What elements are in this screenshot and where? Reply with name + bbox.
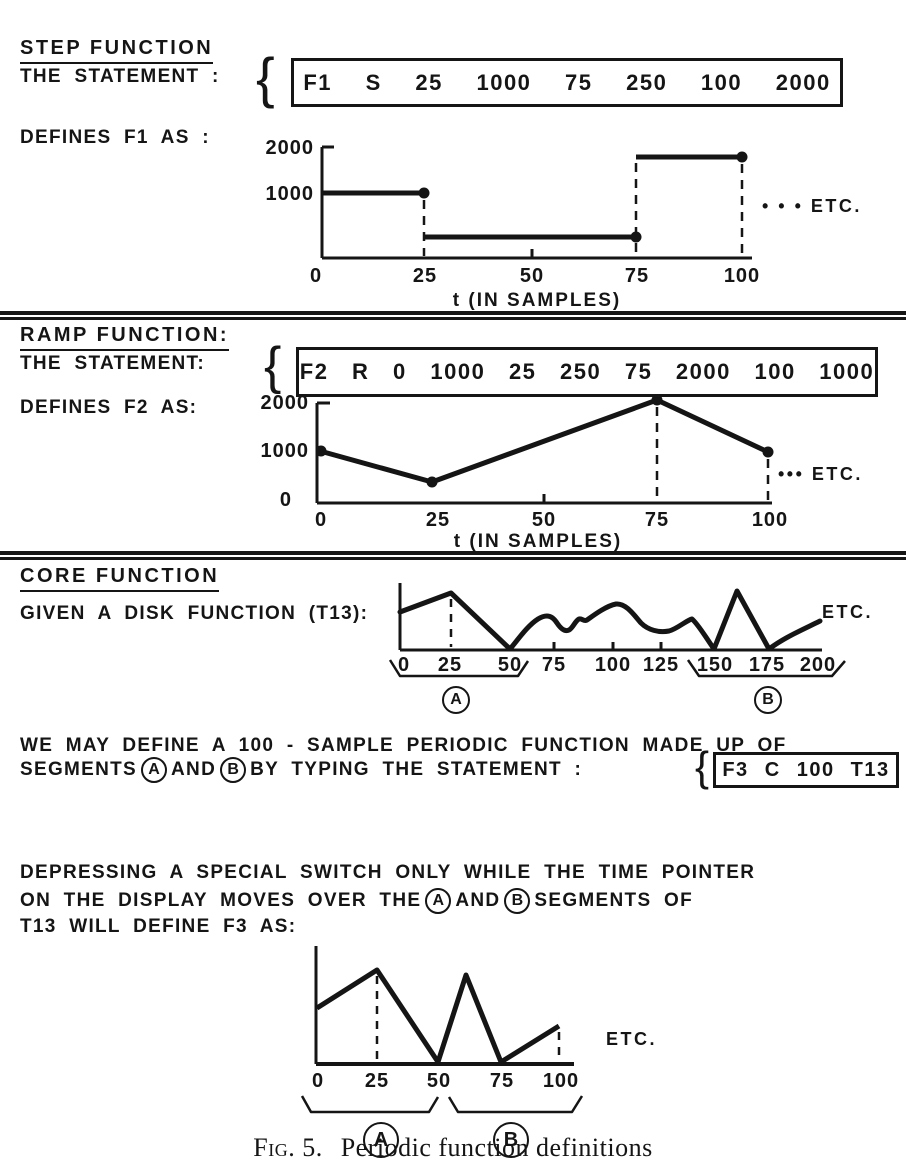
ramp-ytick-0: 0 — [279, 489, 292, 511]
core-xtick-25: 25 — [437, 654, 463, 676]
figure-caption-text: Periodic function definitions — [340, 1133, 653, 1162]
core-x-axis — [400, 642, 822, 652]
ramp-x-axis — [317, 494, 772, 505]
core-xtick-125: 125 — [642, 654, 680, 676]
core-segment-a-badge: A — [442, 686, 470, 714]
ramp-statement-label: THE STATEMENT: — [20, 353, 205, 374]
f3-brace-b — [447, 1095, 584, 1114]
para1-line2-mid: AND — [171, 759, 217, 780]
step-ytick-1000: 1000 — [265, 183, 314, 205]
step-xtick-0: 0 — [309, 265, 323, 287]
f3-xtick-100: 100 — [542, 1070, 580, 1092]
core-heading: CORE FUNCTION — [20, 565, 220, 592]
para2-line1: DEPRESSING A SPECIAL SWITCH ONLY WHILE T… — [20, 862, 756, 883]
section-divider-2a — [0, 551, 906, 555]
ramp-xtick-0: 0 — [314, 509, 328, 531]
core-xtick-175: 175 — [748, 654, 786, 676]
para1-line1: WE MAY DEFINE A 100 - SAMPLE PERIODIC FU… — [20, 735, 787, 756]
f3-etc-label: ETC. — [606, 1029, 658, 1049]
ramp-xtick-100: 100 — [751, 509, 789, 531]
f3-xtick-75: 75 — [489, 1070, 515, 1092]
para2-line2-pre: ON THE DISPLAY MOVES OVER THE — [20, 890, 422, 911]
core-brace-a — [388, 659, 530, 678]
step-dot-25-1000 — [418, 187, 430, 199]
para1-segment-a-badge: A — [141, 757, 168, 783]
para1-line2-post: BY TYPING THE STATEMENT : — [250, 759, 583, 780]
para1-segment-b-badge: B — [220, 757, 247, 783]
ramp-dot-75-2000 — [651, 394, 663, 406]
step-statement-box: F1 S 25 1000 75 250 100 2000 — [291, 58, 843, 107]
para1-line2: SEGMENTS A AND B BY TYPING THE STATEMENT… — [20, 757, 582, 783]
core-given-label: GIVEN A DISK FUNCTION (T13): — [20, 603, 369, 624]
f3-segment-b-badge: B — [493, 1122, 529, 1158]
ramp-ytick-2000: 2000 — [260, 392, 309, 414]
core-etc-label: ETC. — [822, 602, 874, 622]
core-xtick-50: 50 — [497, 654, 523, 676]
ramp-xtick-50: 50 — [531, 509, 557, 531]
ramp-left-brace: { — [264, 337, 282, 395]
step-heading: STEP FUNCTION — [20, 37, 214, 64]
para2-line2-mid: AND — [455, 890, 501, 911]
f3-xtick-25: 25 — [364, 1070, 390, 1092]
section-divider-1a — [0, 311, 906, 315]
core-xtick-0: 0 — [397, 654, 411, 676]
para1-left-brace: { — [695, 743, 710, 790]
step-left-brace: { — [256, 46, 275, 109]
section-divider-1b — [0, 317, 906, 320]
para2-line3: T13 WILL DEFINE F3 AS: — [20, 916, 297, 937]
step-xtick-75: 75 — [624, 265, 650, 287]
para1-statement-box: F3 C 100 T13 — [713, 752, 899, 788]
ramp-statement-box: F2 R 0 1000 25 250 75 2000 100 1000 — [296, 347, 878, 397]
figure-caption-number: Fig. 5. — [253, 1133, 323, 1162]
core-xtick-150: 150 — [696, 654, 734, 676]
ramp-line — [319, 397, 770, 485]
f3-xtick-0: 0 — [311, 1070, 325, 1092]
section-divider-2b — [0, 557, 906, 560]
f3-xtick-50: 50 — [426, 1070, 452, 1092]
core-xtick-200: 200 — [799, 654, 837, 676]
ramp-dot-25-250 — [426, 476, 438, 488]
step-xtick-25: 25 — [412, 265, 438, 287]
step-xtick-100: 100 — [723, 265, 761, 287]
step-dot-75-250 — [630, 231, 642, 243]
ramp-dot-100-1000 — [762, 446, 774, 458]
f3-brace-a — [300, 1095, 440, 1114]
figure-caption: Fig. 5. Periodic function definitions — [0, 1133, 906, 1163]
core-xtick-100: 100 — [594, 654, 632, 676]
core-curve — [397, 588, 823, 652]
core-brace-b — [686, 659, 846, 678]
step-y-axis — [320, 145, 334, 258]
step-xtick-50: 50 — [519, 265, 545, 287]
step-dot-100-2000 — [736, 151, 748, 163]
step-etc-label: • • • ETC. — [762, 196, 862, 216]
step-statement-label: THE STATEMENT : — [20, 66, 220, 87]
ramp-xaxis-title: t (IN SAMPLES) — [453, 531, 623, 552]
para2-segment-b-badge: B — [504, 888, 531, 914]
core-xtick-75: 75 — [541, 654, 567, 676]
f3-segment-a-badge: A — [363, 1122, 399, 1158]
f3-curve — [315, 967, 561, 1065]
step-xaxis-title: t (IN SAMPLES) — [452, 290, 622, 311]
ramp-etc-label: ••• ETC. — [778, 464, 863, 484]
step-defines-label: DEFINES F1 AS : — [20, 127, 210, 148]
ramp-dot-0-1000 — [315, 445, 327, 457]
ramp-heading: RAMP FUNCTION: — [20, 324, 230, 351]
core-segment-b-badge: B — [754, 686, 782, 714]
ramp-xtick-75: 75 — [644, 509, 670, 531]
ramp-ytick-1000: 1000 — [260, 440, 309, 462]
para2-line2: ON THE DISPLAY MOVES OVER THE A AND B SE… — [20, 888, 693, 914]
step-x-axis — [322, 249, 752, 260]
para2-line2-post: SEGMENTS OF — [534, 890, 693, 911]
step-ytick-2000: 2000 — [265, 137, 314, 159]
para1-line2-pre: SEGMENTS — [20, 759, 138, 780]
para2-segment-a-badge: A — [425, 888, 452, 914]
ramp-xtick-25: 25 — [425, 509, 451, 531]
ramp-defines-label: DEFINES F2 AS: — [20, 397, 198, 418]
